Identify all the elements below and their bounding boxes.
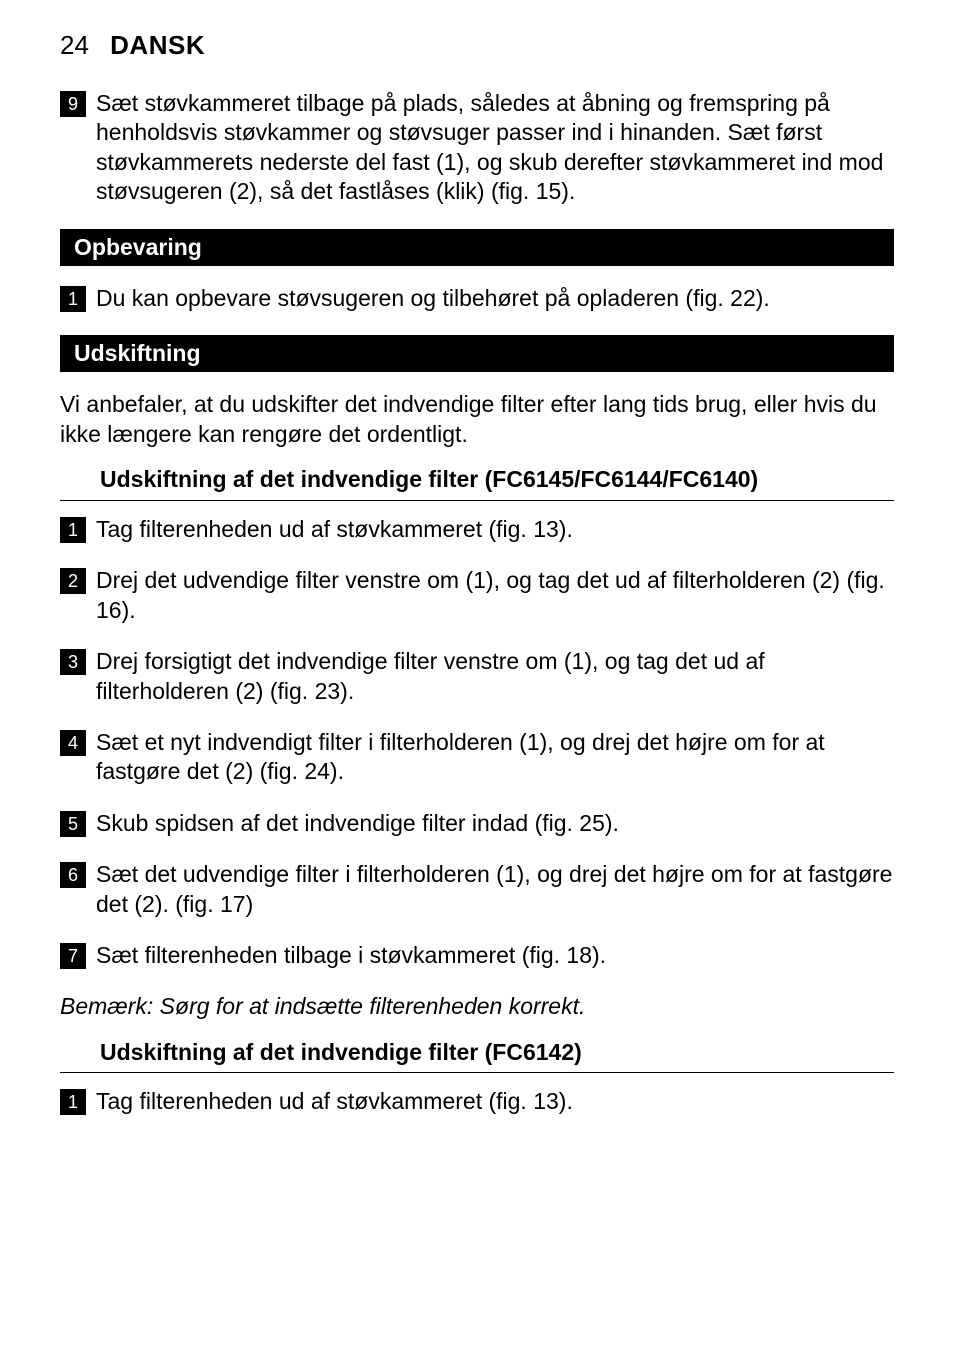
step-text: Sæt det udvendige filter i filterholdere… bbox=[96, 860, 894, 919]
subsection-heading: Udskiftning af det indvendige filter (FC… bbox=[60, 1038, 894, 1074]
step-number-box: 1 bbox=[60, 286, 86, 312]
step-text: Drej det udvendige filter venstre om (1)… bbox=[96, 566, 894, 625]
step-number-box: 5 bbox=[60, 811, 86, 837]
subsection-heading: Udskiftning af det indvendige filter (FC… bbox=[60, 465, 894, 501]
step-number-box: 1 bbox=[60, 517, 86, 543]
step-text: Tag filterenheden ud af støvkammeret (fi… bbox=[96, 1087, 894, 1116]
step-item: 3 Drej forsigtigt det indvendige filter … bbox=[60, 647, 894, 706]
section-title-udskiftning: Udskiftning bbox=[60, 335, 894, 372]
step-item: 6 Sæt det udvendige filter i filterholde… bbox=[60, 860, 894, 919]
step-text: Drej forsigtigt det indvendige filter ve… bbox=[96, 647, 894, 706]
page-number: 24 bbox=[60, 30, 89, 60]
page-language: DANSK bbox=[110, 30, 205, 60]
step-number-box: 2 bbox=[60, 568, 86, 594]
section-intro-text: Vi anbefaler, at du udskifter det indven… bbox=[60, 390, 894, 449]
step-item: 1 Tag filterenheden ud af støvkammeret (… bbox=[60, 515, 894, 544]
step-text: Sæt støvkammeret tilbage på plads, såled… bbox=[96, 89, 894, 207]
step-text: Tag filterenheden ud af støvkammeret (fi… bbox=[96, 515, 894, 544]
step-item: 2 Drej det udvendige filter venstre om (… bbox=[60, 566, 894, 625]
step-item: 1 Du kan opbevare støvsugeren og tilbehø… bbox=[60, 284, 894, 313]
step-number-box: 9 bbox=[60, 91, 86, 117]
step-item: 1 Tag filterenheden ud af støvkammeret (… bbox=[60, 1087, 894, 1116]
step-text: Sæt et nyt indvendigt filter i filterhol… bbox=[96, 728, 894, 787]
step-text: Du kan opbevare støvsugeren og tilbehøre… bbox=[96, 284, 894, 313]
step-text: Sæt filterenheden tilbage i støvkammeret… bbox=[96, 941, 894, 970]
step-item: 4 Sæt et nyt indvendigt filter i filterh… bbox=[60, 728, 894, 787]
note-text: Bemærk: Sørg for at indsætte filterenhed… bbox=[60, 993, 894, 1020]
step-number-box: 7 bbox=[60, 943, 86, 969]
step-text: Skub spidsen af det indvendige filter in… bbox=[96, 809, 894, 838]
step-item: 5 Skub spidsen af det indvendige filter … bbox=[60, 809, 894, 838]
page-header: 24 DANSK bbox=[60, 30, 894, 61]
step-number-box: 1 bbox=[60, 1089, 86, 1115]
step-item: 7 Sæt filterenheden tilbage i støvkammer… bbox=[60, 941, 894, 970]
step-number-box: 3 bbox=[60, 649, 86, 675]
step-number-box: 6 bbox=[60, 862, 86, 888]
step-number-box: 4 bbox=[60, 730, 86, 756]
step-item: 9 Sæt støvkammeret tilbage på plads, sål… bbox=[60, 89, 894, 207]
page-root: 24 DANSK 9 Sæt støvkammeret tilbage på p… bbox=[0, 0, 954, 1169]
section-title-opbevaring: Opbevaring bbox=[60, 229, 894, 266]
